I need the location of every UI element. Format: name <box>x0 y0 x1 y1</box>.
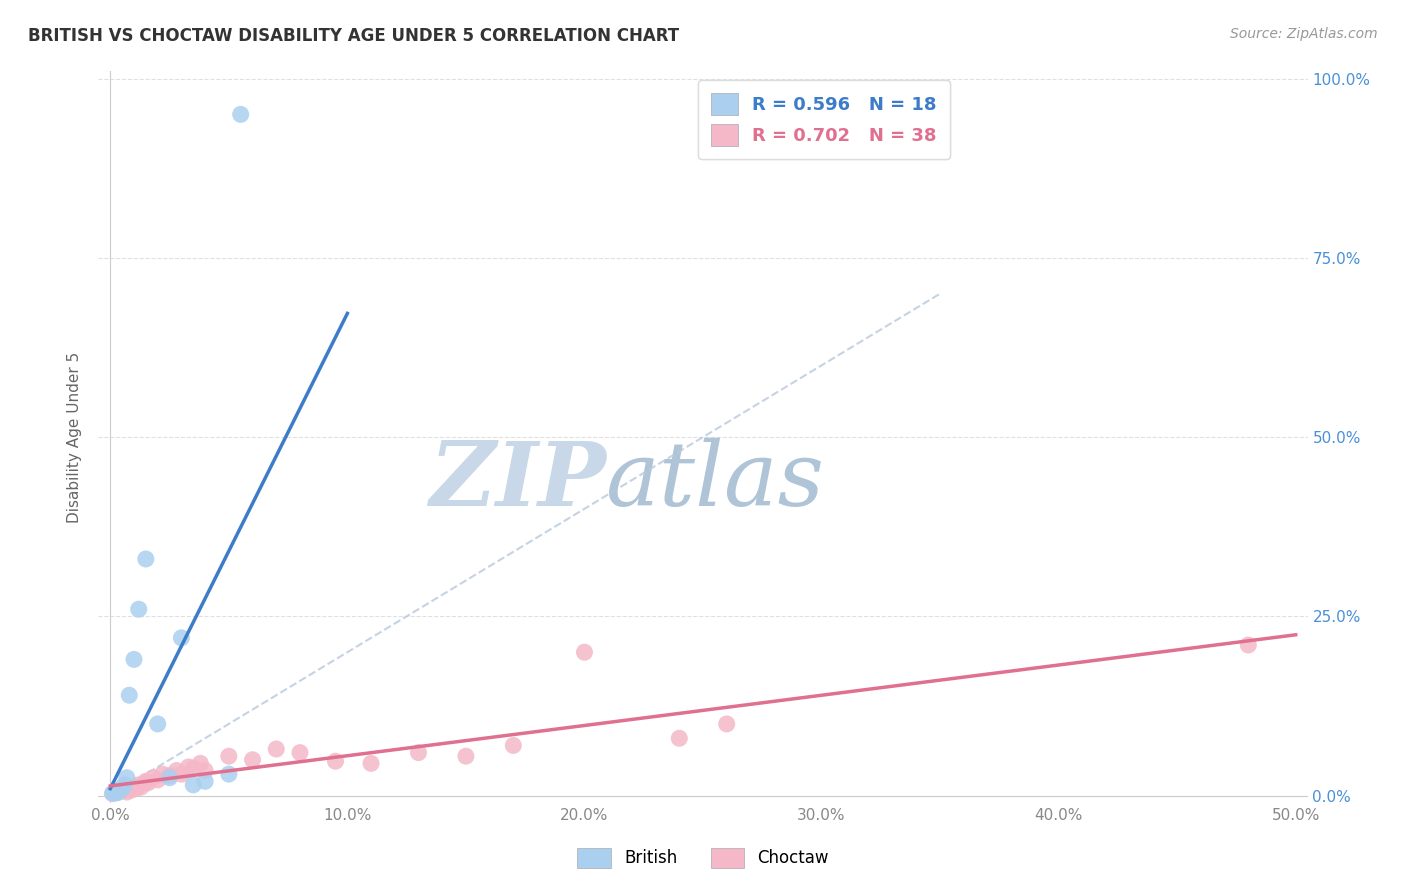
Point <box>115 785 138 799</box>
Point <box>360 756 382 771</box>
Point <box>229 107 252 121</box>
Point <box>125 781 148 796</box>
Point <box>105 786 128 800</box>
Point <box>111 781 134 796</box>
Point <box>108 784 131 798</box>
Point <box>194 774 217 789</box>
Point <box>118 781 141 796</box>
Text: atlas: atlas <box>606 438 825 524</box>
Y-axis label: Disability Age Under 5: Disability Age Under 5 <box>67 351 83 523</box>
Text: BRITISH VS CHOCTAW DISABILITY AGE UNDER 5 CORRELATION CHART: BRITISH VS CHOCTAW DISABILITY AGE UNDER … <box>28 27 679 45</box>
Point <box>122 780 145 794</box>
Point <box>114 778 136 792</box>
Point <box>194 764 217 778</box>
Point <box>288 746 311 760</box>
Point <box>122 652 145 666</box>
Point <box>716 717 738 731</box>
Point <box>159 771 181 785</box>
Point <box>104 786 127 800</box>
Point <box>218 749 240 764</box>
Legend: British, Choctaw: British, Choctaw <box>571 841 835 875</box>
Point <box>105 785 128 799</box>
Point <box>408 746 430 760</box>
Point <box>170 631 193 645</box>
Text: Source: ZipAtlas.com: Source: ZipAtlas.com <box>1230 27 1378 41</box>
Point <box>325 754 347 768</box>
Point <box>135 552 157 566</box>
Point <box>218 767 240 781</box>
Point <box>104 785 127 799</box>
Point <box>264 742 287 756</box>
Point <box>242 753 264 767</box>
Point <box>502 739 524 753</box>
Point <box>454 749 477 764</box>
Point <box>128 778 150 792</box>
Point <box>101 787 124 801</box>
Point <box>146 772 169 787</box>
Point <box>181 778 204 792</box>
Point <box>152 767 174 781</box>
Point <box>115 771 138 785</box>
Point <box>166 764 188 778</box>
Point <box>114 783 136 797</box>
Point <box>128 602 150 616</box>
Legend: R = 0.596   N = 18, R = 0.702   N = 38: R = 0.596 N = 18, R = 0.702 N = 38 <box>699 80 949 159</box>
Point <box>111 783 134 797</box>
Point <box>177 760 200 774</box>
Point <box>136 775 159 789</box>
Point <box>159 768 181 782</box>
Point <box>129 780 152 794</box>
Point <box>121 783 143 797</box>
Point <box>1237 638 1260 652</box>
Point <box>190 756 212 771</box>
Text: ZIP: ZIP <box>430 438 606 524</box>
Point <box>142 771 165 785</box>
Point <box>101 787 124 801</box>
Point <box>181 761 204 775</box>
Point <box>574 645 596 659</box>
Point <box>118 688 141 702</box>
Point <box>108 783 131 797</box>
Point <box>668 731 690 746</box>
Point <box>170 767 193 781</box>
Point <box>135 774 157 789</box>
Point <box>146 717 169 731</box>
